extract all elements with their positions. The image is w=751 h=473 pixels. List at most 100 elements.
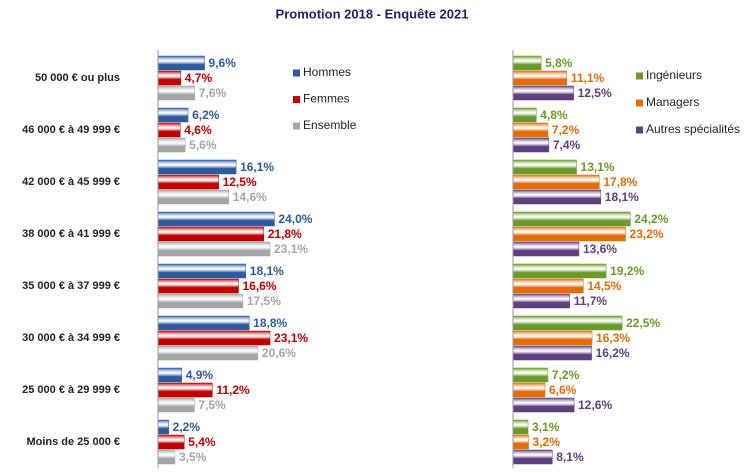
value-label: 23,2% [630, 227, 664, 241]
value-label: 12,6% [578, 398, 612, 412]
bar [157, 55, 205, 71]
value-label: 19,2% [610, 264, 644, 278]
value-label: 16,3% [596, 331, 630, 345]
bar [157, 315, 250, 331]
legend-label: Ensemble [303, 118, 357, 132]
legend-swatch [636, 99, 643, 107]
value-label: 4,7% [185, 71, 213, 85]
value-label: 21,8% [268, 227, 302, 241]
value-label: 7,2% [552, 368, 580, 382]
bar [157, 122, 181, 138]
bar [512, 159, 577, 175]
legend-swatch [636, 72, 643, 80]
value-label: 6,2% [192, 108, 220, 122]
value-label: 3,5% [179, 450, 207, 464]
bar [512, 70, 568, 86]
bar [512, 55, 542, 71]
bar [512, 226, 626, 242]
chart-title: Promotion 2018 - Enquête 2021 [276, 6, 469, 21]
bar [512, 330, 593, 346]
value-label: 12,5% [223, 175, 257, 189]
bar [512, 315, 623, 331]
bar [512, 189, 602, 205]
value-label: 7,6% [199, 86, 227, 100]
bar [157, 159, 237, 175]
value-label: 14,5% [587, 279, 621, 293]
value-label: 13,6% [583, 242, 617, 256]
bar [512, 107, 537, 123]
bar [512, 397, 575, 413]
value-label: 16,2% [596, 346, 630, 360]
category-label: Moins de 25 000 € [26, 436, 120, 448]
value-label: 18,8% [253, 316, 287, 330]
category-label: 25 000 € à 29 999 € [22, 384, 120, 396]
category-label: 35 000 € à 37 999 € [22, 280, 120, 292]
value-label: 18,1% [605, 190, 639, 204]
value-label: 23,1% [274, 242, 308, 256]
value-label: 16,6% [243, 279, 277, 293]
bar [157, 449, 176, 465]
bar [512, 449, 553, 465]
bar [157, 211, 275, 227]
value-label: 22,5% [626, 316, 660, 330]
legend-label: Ingénieurs [646, 68, 702, 82]
value-label: 5,4% [188, 435, 216, 449]
bar [157, 397, 195, 413]
bar [157, 189, 230, 205]
bar [157, 278, 239, 294]
value-label: 3,2% [533, 435, 561, 449]
bar [157, 241, 271, 257]
bar [512, 241, 580, 257]
value-label: 11,7% [574, 294, 608, 308]
value-label: 14,6% [233, 190, 267, 204]
category-label: 42 000 € à 45 999 € [22, 176, 120, 188]
bar [157, 419, 169, 435]
legend-label: Hommes [303, 65, 351, 79]
bar [512, 211, 631, 227]
bar [157, 70, 182, 86]
value-label: 11,1% [571, 71, 605, 85]
value-label: 18,1% [250, 264, 284, 278]
value-label: 4,9% [186, 368, 214, 382]
value-label: 7,4% [553, 138, 581, 152]
bar [512, 174, 600, 190]
bar [157, 226, 264, 242]
bar [512, 122, 549, 138]
legend-swatch [293, 96, 300, 103]
bar [157, 382, 213, 398]
value-label: 16,1% [240, 160, 274, 174]
value-label: 4,8% [540, 108, 568, 122]
bar [512, 367, 549, 383]
bar [512, 434, 529, 450]
value-label: 7,2% [552, 123, 580, 137]
value-label: 6,6% [549, 383, 577, 397]
category-label: 30 000 € à 34 999 € [22, 332, 120, 344]
legend-label: Femmes [303, 92, 350, 106]
category-label: 38 000 € à 41 999 € [22, 228, 120, 240]
value-label: 11,2% [216, 383, 250, 397]
legend-swatch [636, 126, 643, 134]
value-label: 23,1% [274, 331, 308, 345]
bar [157, 137, 186, 153]
bar [157, 434, 185, 450]
value-label: 3,1% [532, 420, 560, 434]
value-label: 7,5% [198, 398, 226, 412]
value-label: 8,1% [556, 450, 584, 464]
bar [512, 263, 607, 279]
value-label: 17,8% [603, 175, 637, 189]
value-label: 17,5% [247, 294, 281, 308]
value-label: 24,2% [634, 212, 668, 226]
category-label: 50 000 € ou plus [35, 72, 120, 84]
bar [157, 345, 259, 361]
value-label: 9,6% [209, 56, 237, 70]
bar [157, 367, 183, 383]
legend-label: Autres spécialités [646, 122, 740, 136]
bar [157, 293, 244, 309]
bar [512, 293, 570, 309]
legend-label: Managers [646, 95, 699, 109]
value-label: 12,5% [578, 86, 612, 100]
value-label: 5,8% [545, 56, 573, 70]
bar [157, 85, 196, 101]
value-label: 2,2% [173, 420, 201, 434]
